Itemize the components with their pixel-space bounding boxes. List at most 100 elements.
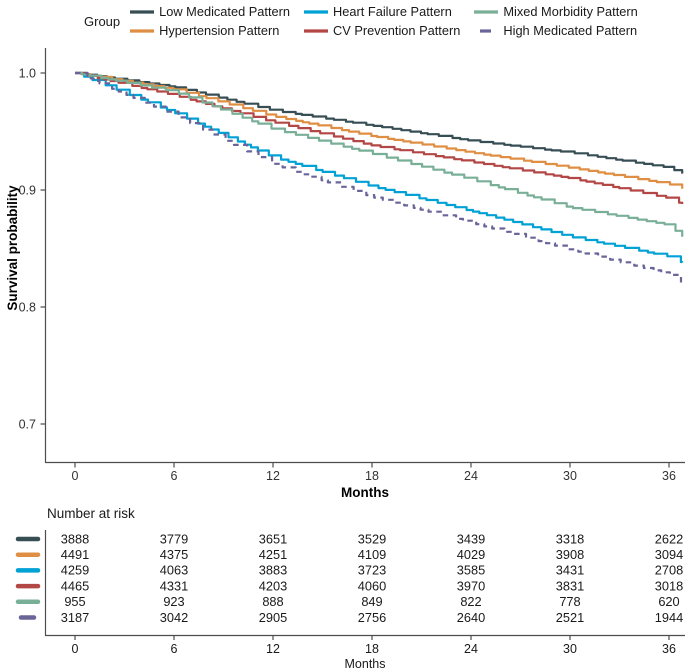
y-tick-label: 0.7 [19,417,36,431]
survival-plot: 1.0 0.9 0.8 0.7 0 6 12 18 24 30 36 Months Surviva… [5,48,685,500]
risk-tick-label: 36 [662,642,676,656]
risk-count: 4203 [259,578,287,593]
risk-count: 3439 [457,531,485,546]
legend-entry-label: Low Medicated Pattern [159,4,291,19]
legend-key-line-icon [304,28,329,33]
risk-count: 2622 [655,531,683,546]
legend-entry: Hypertension Pattern [130,21,290,40]
legend-title: Group [84,13,121,29]
x-tick-label: 0 [72,469,79,483]
risk-count: 3970 [457,578,485,593]
x-tick-label: 24 [464,469,478,483]
survival-curve [75,71,684,237]
risk-count: 3018 [655,578,683,593]
risk-count: 849 [361,594,382,609]
risk-tick-label: 18 [365,642,379,656]
risk-tick-label: 6 [171,642,178,656]
risk-tick-label: 12 [266,642,280,656]
risk-table-row: 3888 3779 3651 3529 3439 3318 2622 [15,531,683,546]
risk-count: 620 [658,594,679,609]
risk-count: 1944 [655,610,683,625]
legend-entry: High Medicated Pattern [474,21,637,40]
survival-curve [75,71,684,174]
risk-count: 2756 [358,610,386,625]
x-tick-label: 36 [662,469,676,483]
x-tick-label: 12 [266,469,280,483]
x-tick-label: 18 [365,469,379,483]
risk-count: 3888 [61,531,89,546]
legend-key-line-icon [480,28,492,33]
risk-count: 3908 [556,547,584,562]
risk-count: 4251 [259,547,287,562]
risk-count: 4491 [61,547,89,562]
risk-table-row: 955 923 888 849 822 778 620 [15,594,680,609]
survival-curves [75,71,684,284]
risk-count: 4063 [160,563,188,578]
legend: Group Low Medicated Pattern Hypertension … [84,2,638,40]
legend-entry-label: Mixed Morbidity Pattern [503,4,638,19]
legend-key-line-icon [130,9,155,14]
risk-count: 3831 [556,578,584,593]
y-axis-ticks: 1.0 0.9 0.8 0.7 [19,66,46,431]
survival-curve [75,71,684,204]
risk-count: 4331 [160,578,188,593]
risk-table: 3888 3779 3651 3529 3439 3318 2622 4491 4375 4251… [15,530,685,671]
legend-entry: CV Prevention Pattern [304,21,460,40]
risk-x-axis-title: Months [345,657,386,671]
risk-count: 3779 [160,531,188,546]
risk-count: 2708 [655,563,683,578]
risk-count: 3585 [457,563,485,578]
risk-table-row: 4491 4375 4251 4109 4029 3908 3094 [15,547,683,562]
y-axis-title: Survival probability [5,185,20,311]
x-tick-label: 30 [563,469,577,483]
risk-count: 3529 [358,531,386,546]
risk-count: 3187 [61,610,89,625]
risk-count: 3723 [358,563,386,578]
risk-count: 4060 [358,578,386,593]
risk-table-row: 4259 4063 3883 3723 3585 3431 2708 [15,563,683,578]
y-tick-label: 0.8 [19,300,36,314]
risk-count: 3318 [556,531,584,546]
legend-entry: Mixed Morbidity Pattern [474,2,638,21]
legend-entry-label: Hypertension Pattern [159,23,280,38]
x-axis-ticks: 0 6 12 18 24 30 36 [72,462,676,483]
legend-key-line-icon [130,28,155,33]
risk-axis-ticks: 0 6 12 18 24 30 36 [72,635,676,656]
risk-count: 3094 [655,547,683,562]
y-tick-label: 1.0 [19,66,36,80]
risk-count: 2640 [457,610,485,625]
risk-table-rows: 3888 3779 3651 3529 3439 3318 2622 4491 4375 4251… [15,531,683,625]
risk-count: 923 [163,594,184,609]
risk-count: 3651 [259,531,287,546]
risk-count: 4029 [457,547,485,562]
risk-tick-label: 0 [72,642,79,656]
legend-key-line-icon [304,9,329,14]
risk-count: 2905 [259,610,287,625]
legend-entry-label: CV Prevention Pattern [333,23,461,38]
risk-count: 3042 [160,610,188,625]
risk-table-row: 4465 4331 4203 4060 3970 3831 3018 [15,578,683,593]
risk-table-title: Number at risk [47,506,135,521]
risk-tick-label: 30 [563,642,577,656]
risk-count: 4375 [160,547,188,562]
risk-count: 4465 [61,578,89,593]
risk-count: 955 [64,594,85,609]
risk-tick-label: 24 [464,642,478,656]
y-tick-label: 0.9 [19,183,36,197]
legend-entry-label: High Medicated Pattern [503,23,638,38]
legend-entries: Low Medicated Pattern Hypertension Patter… [130,2,638,40]
risk-count: 888 [262,594,283,609]
legend-entry: Heart Failure Pattern [304,2,460,21]
x-axis-title: Months [341,485,389,500]
x-tick-label: 6 [171,469,178,483]
legend-entry-label: Heart Failure Pattern [333,4,452,19]
risk-count: 822 [460,594,481,609]
risk-count: 778 [559,594,580,609]
legend-key-line-icon [474,9,499,14]
risk-table-row: 3187 3042 2905 2756 2640 2521 1944 [18,610,683,625]
risk-count: 2521 [556,610,584,625]
risk-count: 3883 [259,563,287,578]
risk-count: 4109 [358,547,386,562]
legend-entry: Low Medicated Pattern [130,2,290,21]
